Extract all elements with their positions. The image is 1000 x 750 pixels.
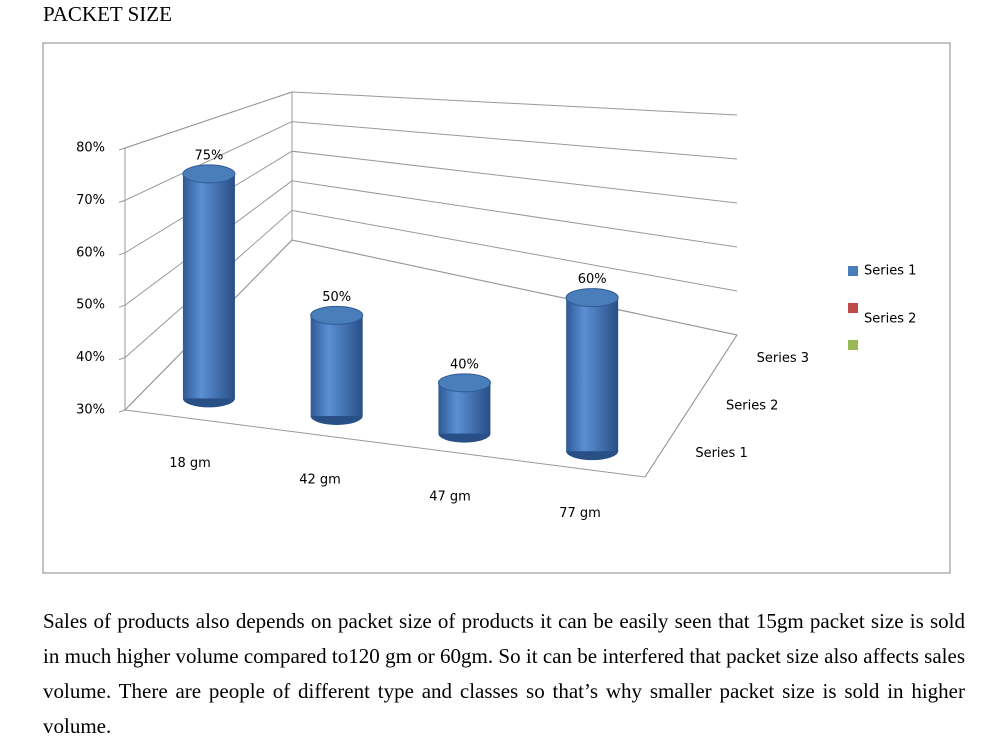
grid-line bbox=[124, 180, 738, 306]
grid-line bbox=[124, 209, 738, 358]
legend-swatch bbox=[848, 340, 858, 350]
y-tick-label: 70% bbox=[76, 193, 105, 208]
cylinder-top bbox=[565, 288, 619, 308]
y-tick bbox=[118, 199, 126, 203]
y-tick bbox=[118, 409, 126, 413]
x-tick-label: 47 gm bbox=[429, 489, 471, 504]
grid-line bbox=[124, 91, 738, 149]
y-tick-label: 60% bbox=[76, 245, 105, 260]
bar bbox=[182, 173, 235, 399]
y-tick-label: 30% bbox=[76, 403, 105, 418]
chart: 30% 40% 50% 60% 70% 80% Series 1 Series 2 Series… bbox=[42, 42, 951, 574]
cylinder-top bbox=[182, 164, 236, 184]
heading: PACKET SIZE bbox=[43, 2, 172, 26]
grid-line bbox=[124, 150, 738, 254]
bar bbox=[566, 297, 619, 452]
value-label: 75% bbox=[194, 148, 223, 163]
chart-frame bbox=[42, 42, 951, 574]
grid-line bbox=[124, 121, 738, 201]
x-tick-label: 42 gm bbox=[299, 473, 341, 488]
depth-label: Series 2 bbox=[726, 399, 778, 414]
y-tick bbox=[118, 252, 126, 256]
legend-label: Series 2 bbox=[864, 312, 916, 327]
y-tick bbox=[118, 357, 126, 361]
y-tick bbox=[118, 304, 126, 308]
cylinder-top bbox=[437, 373, 491, 393]
value-label: 40% bbox=[450, 357, 479, 372]
cylinder-top bbox=[310, 305, 364, 325]
legend-label: Series 1 bbox=[864, 264, 916, 279]
x-tick-label: 18 gm bbox=[169, 456, 211, 471]
depth-label: Series 3 bbox=[757, 351, 809, 366]
legend-swatch bbox=[848, 266, 858, 276]
y-tick bbox=[118, 147, 126, 151]
paragraph: Sales of products also depends on packet… bbox=[43, 609, 965, 738]
legend-swatch bbox=[848, 303, 858, 313]
y-tick-label: 80% bbox=[76, 141, 105, 156]
depth-label: Series 1 bbox=[695, 446, 747, 461]
depth-axis bbox=[644, 334, 738, 478]
bar bbox=[310, 315, 363, 416]
value-label: 50% bbox=[322, 290, 351, 305]
value-label: 60% bbox=[578, 272, 607, 287]
y-tick-label: 50% bbox=[76, 298, 105, 313]
y-tick-label: 40% bbox=[76, 350, 105, 365]
x-tick-label: 77 gm bbox=[559, 506, 601, 521]
